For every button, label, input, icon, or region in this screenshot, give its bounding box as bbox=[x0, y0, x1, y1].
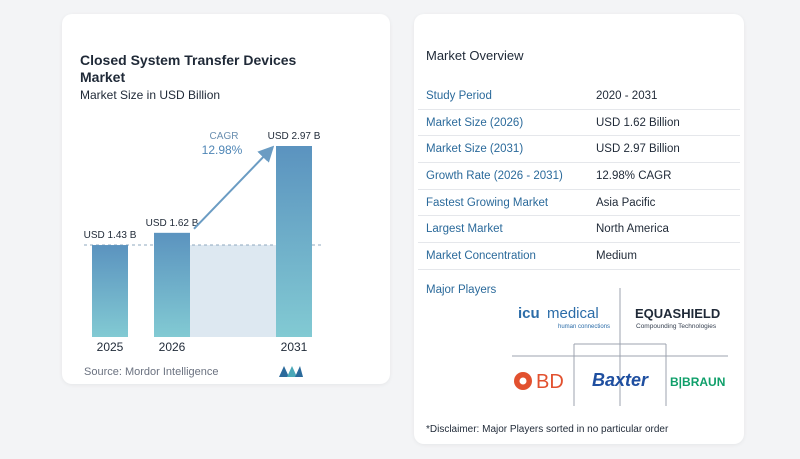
x-tick-2026: 2026 bbox=[159, 340, 186, 354]
bd-sun-icon bbox=[514, 372, 532, 390]
data-label-2026: USD 1.62 B bbox=[146, 218, 199, 229]
row-key: Study Period bbox=[426, 89, 492, 102]
source-text: Source: Mordor Intelligence bbox=[84, 366, 219, 378]
row-key: Largest Market bbox=[426, 223, 503, 236]
table-row: Largest Market North America bbox=[418, 216, 740, 244]
table-row: Growth Rate (2026 - 2031) 12.98% CAGR bbox=[418, 163, 740, 190]
icu-medical-logo-b: medical bbox=[547, 305, 599, 322]
bar-2025 bbox=[92, 245, 128, 337]
chart-card: Closed System Transfer Devices Market Ma… bbox=[62, 14, 390, 384]
chart-title: Closed System Transfer Devices Market bbox=[80, 52, 297, 85]
cagr-label: CAGR bbox=[210, 131, 239, 142]
row-value: 2020 - 2031 bbox=[596, 89, 658, 102]
data-label-2031: USD 2.97 B bbox=[268, 131, 321, 142]
x-tick-2031: 2031 bbox=[281, 340, 308, 354]
overview-card: Market Overview Study Period 2020 - 2031 … bbox=[414, 14, 744, 444]
row-value: Medium bbox=[596, 249, 637, 262]
cagr-value: 12.98% bbox=[202, 143, 243, 157]
disclaimer-text: *Disclaimer: Major Players sorted in no … bbox=[426, 424, 669, 435]
cagr-arrow bbox=[193, 145, 275, 230]
overview-table: Study Period 2020 - 2031 Market Size (202… bbox=[418, 83, 740, 270]
chart-subtitle: Market Size in USD Billion bbox=[80, 88, 221, 102]
mordor-logo-icon bbox=[279, 366, 303, 377]
equashield-logo: EQUASHIELD bbox=[635, 306, 720, 321]
overview-title: Market Overview bbox=[426, 48, 524, 63]
bar-2031 bbox=[276, 146, 312, 337]
row-key: Market Concentration bbox=[426, 249, 536, 262]
table-row: Study Period 2020 - 2031 bbox=[418, 83, 740, 110]
icu-medical-tagline: human connections bbox=[558, 324, 610, 330]
table-row: Fastest Growing Market Asia Pacific bbox=[418, 190, 740, 217]
table-row: Market Size (2031) USD 2.97 Billion bbox=[418, 136, 740, 164]
table-row: Market Concentration Medium bbox=[418, 243, 740, 270]
equashield-tagline: Compounding Technologies bbox=[636, 323, 717, 330]
row-value: USD 2.97 Billion bbox=[596, 143, 680, 156]
players-logo-grid: icu medical human connections EQUASHIELD… bbox=[512, 288, 728, 406]
row-value: Asia Pacific bbox=[596, 196, 656, 209]
bd-logo: BD bbox=[536, 371, 564, 393]
row-key: Fastest Growing Market bbox=[426, 196, 549, 209]
row-key: Market Size (2026) bbox=[426, 116, 524, 129]
bbraun-logo: B|BRAUN bbox=[670, 375, 725, 389]
icu-medical-logo-a: icu bbox=[518, 305, 540, 322]
row-value: USD 1.62 Billion bbox=[596, 116, 680, 129]
table-row: Market Size (2026) USD 1.62 Billion bbox=[418, 110, 740, 137]
row-key: Market Size (2031) bbox=[426, 143, 524, 156]
bar-2026 bbox=[154, 232, 190, 337]
row-value: 12.98% CAGR bbox=[596, 169, 672, 182]
baxter-logo: Baxter bbox=[592, 370, 649, 390]
bar-chart: USD 1.43 B 2025 USD 1.62 B 2026 USD 2.97 B 20… bbox=[84, 131, 322, 354]
data-label-2025: USD 1.43 B bbox=[84, 230, 137, 241]
x-tick-2025: 2025 bbox=[97, 340, 124, 354]
row-value: North America bbox=[596, 223, 669, 236]
major-players-title: Major Players bbox=[426, 284, 497, 296]
growth-band bbox=[190, 245, 276, 337]
row-key: Growth Rate (2026 - 2031) bbox=[426, 169, 563, 182]
